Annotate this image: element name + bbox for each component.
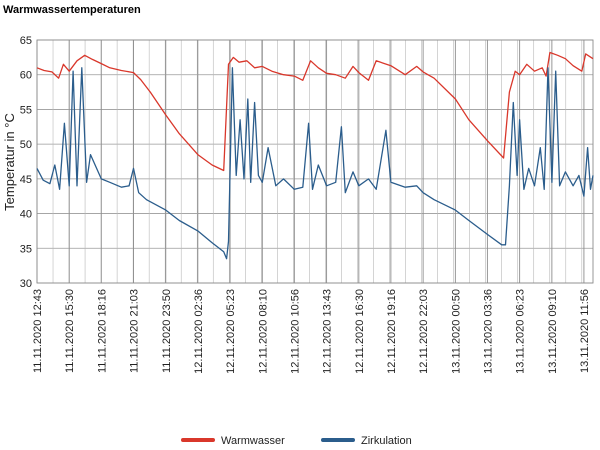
x-tick-label: 13.11.2020 11:56 xyxy=(579,289,591,373)
series-line-warmwasser xyxy=(36,51,594,172)
grid xyxy=(36,39,594,284)
x-tick-label: 12.11.2020 10:56 xyxy=(289,289,301,374)
x-axis-ticks: 11.11.2020 12:43 11.11.2020 15:30 11.11.20… xyxy=(32,289,591,374)
x-tick-label: 12.11.2020 02:36 xyxy=(193,289,205,374)
x-tick-label: 11.11.2020 21:03 xyxy=(129,289,141,373)
x-tick-label: 12.11.2020 08:10 xyxy=(257,289,269,374)
y-tick-label: 55 xyxy=(20,104,32,116)
y-tick-label: 40 xyxy=(20,209,32,221)
x-tick-label: 12.11.2020 13:43 xyxy=(322,289,334,374)
y-tick-label: 65 xyxy=(20,35,32,47)
x-tick-label: 12.11.2020 19:16 xyxy=(386,289,398,374)
y-axis-ticks: 30 35 40 45 50 55 60 65 xyxy=(20,35,32,290)
legend: Warmwasser Zirkulation xyxy=(181,435,412,447)
x-tick-label: 13.11.2020 03:36 xyxy=(482,289,494,374)
x-tick-label: 12.11.2020 22:03 xyxy=(418,289,430,374)
x-tick-label: 11.11.2020 18:16 xyxy=(96,289,108,373)
x-tick-label: 12.11.2020 05:23 xyxy=(225,289,237,374)
y-tick-label: 45 xyxy=(20,174,32,186)
series-lines xyxy=(36,51,594,260)
x-tick-label: 12.11.2020 16:30 xyxy=(354,289,366,374)
y-tick-label: 35 xyxy=(20,243,32,255)
x-tick-label: 11.11.2020 23:50 xyxy=(161,289,173,373)
legend-label: Warmwasser xyxy=(221,435,285,447)
legend-label: Zirkulation xyxy=(361,435,412,447)
y-tick-label: 30 xyxy=(20,278,32,290)
plot-frame xyxy=(36,39,594,284)
y-tick-label: 50 xyxy=(20,139,32,151)
series-line-zirkulation xyxy=(36,67,594,260)
x-tick-label: 11.11.2020 15:30 xyxy=(64,289,76,373)
chart-title: Warmwassertemperaturen xyxy=(3,4,141,16)
x-tick-label: 13.11.2020 00:50 xyxy=(450,289,462,374)
y-axis-label: Temperatur in °C xyxy=(2,113,17,211)
x-tick-label: 13.11.2020 09:10 xyxy=(547,289,559,374)
x-tick-label: 11.11.2020 12:43 xyxy=(32,289,44,373)
x-tick-label: 13.11.2020 06:23 xyxy=(515,289,527,374)
y-tick-label: 60 xyxy=(20,70,32,82)
